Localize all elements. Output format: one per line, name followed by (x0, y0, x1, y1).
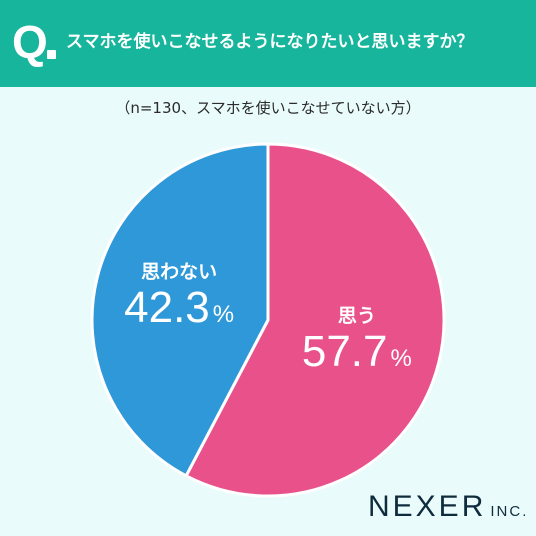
pie-slice-1 (90, 142, 270, 478)
slice-label-1: 思わない (141, 261, 217, 283)
logo-suffix: INC. (490, 503, 529, 520)
question-header: Q スマホを使いこなせるようになりたいと思いますか？ (0, 0, 536, 87)
logo-main: NEXER (368, 490, 487, 523)
nexer-logo: NEXER INC. (368, 490, 528, 524)
chart-subtitle: （n=130、スマホを使いこなせていない方） (115, 99, 421, 117)
slice-label-0: 思う (338, 305, 376, 327)
q-dot (47, 50, 56, 59)
question-text: スマホを使いこなせるようになりたいと思いますか？ (66, 32, 474, 52)
q-mark: Q (12, 16, 48, 68)
slice-value-1: 42.3% (124, 283, 234, 332)
pie-slice-0 (184, 142, 446, 498)
slice-value-0: 57.7% (302, 327, 412, 376)
